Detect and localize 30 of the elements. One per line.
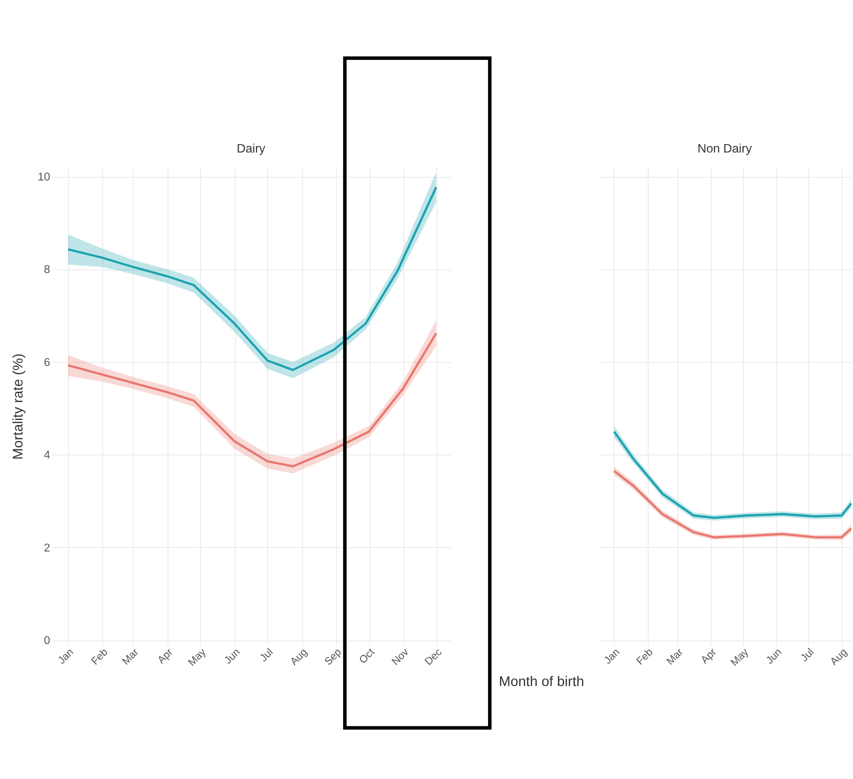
chart-title: Dairy xyxy=(236,141,266,156)
x-tick-label: Sep xyxy=(323,646,344,668)
chart-title: Non Dairy xyxy=(697,141,753,156)
y-tick-label: 10 xyxy=(38,172,50,184)
y-tick-label: 8 xyxy=(44,264,50,276)
x-tick-label: Jun xyxy=(764,646,784,667)
x-tick-label: Mar xyxy=(665,646,686,668)
x-tick-label: Aug xyxy=(288,646,310,668)
x-tick-label: Jan xyxy=(56,646,76,667)
x-tick-label: Feb xyxy=(90,646,110,668)
y-tick-label: 0 xyxy=(44,635,50,648)
x-tick-label: Apr xyxy=(700,646,720,666)
x-tick-label: Feb xyxy=(634,646,656,668)
x-tick-label: Dec xyxy=(423,646,444,668)
x-tick-label: May xyxy=(186,646,209,669)
x-tick-label: Jun xyxy=(222,646,243,667)
x-tick-label: Nov xyxy=(390,646,412,668)
x-tick-label: Oct xyxy=(358,646,378,666)
y-axis-title: Mortality rate (%) xyxy=(10,353,26,460)
x-axis-title: Month of birth xyxy=(498,673,584,690)
y-tick-label: 6 xyxy=(44,356,50,369)
x-tick-label: Jul xyxy=(799,646,816,664)
x-tick-label: Mar xyxy=(120,646,142,668)
x-tick-label: May xyxy=(729,646,752,669)
y-tick-label: 2 xyxy=(44,542,50,554)
x-tick-label: Jan xyxy=(602,646,622,667)
x-tick-label: Aug xyxy=(828,646,850,668)
x-tick-label: Jul xyxy=(258,646,276,664)
x-tick-label: Apr xyxy=(156,646,176,666)
y-tick-label: 4 xyxy=(44,450,50,462)
